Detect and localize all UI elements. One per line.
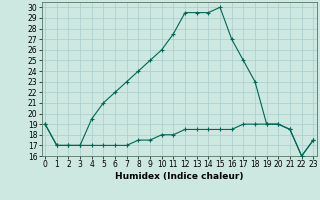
X-axis label: Humidex (Indice chaleur): Humidex (Indice chaleur) [115, 172, 244, 181]
